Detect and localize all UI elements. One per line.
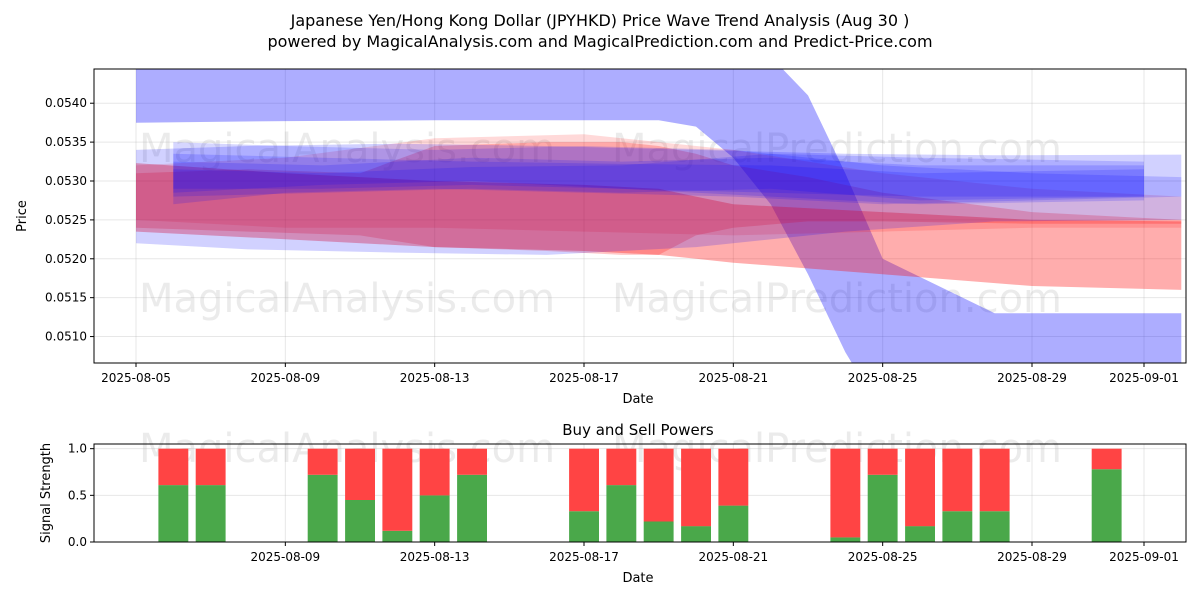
signal-chart-title: Buy and Sell Powers [562, 421, 714, 439]
signal-y-tick-label: 0.5 [68, 488, 87, 502]
buy-bar [867, 474, 898, 542]
wave-band-blue-1 [136, 69, 1182, 363]
price-bands [136, 69, 1182, 363]
signal-x-ticks: 2025-08-09 2025-08-13 2025-08-17 2025-08-21… [250, 542, 1179, 564]
signal-x-tick-label: 2025-09-01 [1109, 550, 1179, 564]
sell-bar [569, 448, 599, 512]
signal-x-tick-label: 2025-08-13 [400, 550, 470, 564]
sell-bar [382, 448, 413, 531]
sell-bar [643, 448, 674, 522]
chart-title-line1: Japanese Yen/Hong Kong Dollar (JPYHKD) P… [290, 11, 910, 30]
buy-bar [158, 485, 189, 542]
x-tick-label: 2025-08-09 [250, 371, 320, 385]
chart-title-line2: powered by MagicalAnalysis.com and Magic… [267, 32, 932, 51]
price-grid [94, 69, 1186, 363]
wave-band-red-2 [136, 163, 1182, 290]
signal-x-tick-label: 2025-08-21 [698, 550, 768, 564]
wave-band-blue-6 [173, 142, 1182, 205]
signal-y-tick-label: 1.0 [68, 442, 87, 456]
signal-x-label: Date [622, 571, 653, 586]
x-tick-label: 2025-08-05 [101, 371, 171, 385]
x-tick-label: 2025-08-25 [848, 371, 918, 385]
x-tick-label: 2025-08-21 [698, 371, 768, 385]
signal-y-ticks: 0.0 0.5 1.0 [68, 442, 94, 549]
price-x-label: Date [622, 392, 653, 407]
x-tick-label: 2025-08-13 [400, 371, 470, 385]
y-tick-label: 0.0530 [45, 174, 87, 188]
x-tick-label: 2025-09-01 [1109, 371, 1179, 385]
buy-bar [1091, 469, 1122, 542]
sell-bar [718, 448, 749, 506]
sell-bar [606, 448, 637, 486]
buy-bar [569, 511, 599, 542]
buy-bar [942, 511, 973, 542]
sell-bar [905, 448, 935, 527]
signal-axes-frame [93, 443, 1187, 543]
buy-bar [345, 500, 375, 542]
price-axes-frame [93, 68, 1187, 364]
signal-y-label: Signal Strength [39, 443, 54, 543]
buy-bar [195, 485, 226, 542]
price-y-ticks: 0.0510 0.0515 0.0520 0.0525 0.0530 0.0535 0.05… [45, 96, 94, 344]
sell-bar [1091, 448, 1122, 470]
buy-bar [830, 537, 861, 542]
sell-bar [867, 448, 898, 475]
wave-band-blue-8 [173, 157, 1145, 197]
y-tick-label: 0.0510 [45, 330, 87, 344]
signal-y-tick-label: 0.0 [68, 535, 87, 549]
sell-bar [419, 448, 450, 496]
buy-bar [979, 511, 1010, 542]
wave-band-blue-9 [173, 153, 1145, 201]
buy-bar [681, 526, 711, 542]
sell-bar [158, 448, 189, 486]
signal-bars [158, 448, 1122, 542]
signal-x-tick-label: 2025-08-29 [997, 550, 1067, 564]
sell-bar [307, 448, 338, 475]
price-x-ticks: 2025-08-05 2025-08-09 2025-08-13 2025-08-17… [101, 363, 1179, 385]
signal-x-tick-label: 2025-08-17 [549, 550, 619, 564]
wave-band-blue-7 [173, 153, 1145, 205]
wave-band-red-3 [136, 142, 1182, 255]
buy-bar [905, 526, 935, 542]
buy-bar [718, 505, 749, 542]
y-tick-label: 0.0525 [45, 213, 87, 227]
sell-bar [681, 448, 711, 527]
watermark-prediction-top: MagicalPrediction.com [612, 126, 1062, 172]
sell-bar [979, 448, 1010, 512]
watermark-analysis-top: MagicalAnalysis.com [139, 126, 555, 172]
signal-x-tick-label: 2025-08-09 [250, 550, 320, 564]
sell-bar [345, 448, 375, 500]
buy-bar [457, 474, 487, 542]
wave-band-red-4 [136, 134, 1182, 236]
x-tick-label: 2025-08-17 [549, 371, 619, 385]
sell-bar [942, 448, 973, 512]
buy-bar [606, 485, 637, 542]
x-tick-label: 2025-08-29 [997, 371, 1067, 385]
y-tick-label: 0.0540 [45, 96, 87, 110]
price-y-label: Price [15, 200, 30, 232]
wave-band-blue-5 [136, 143, 1182, 255]
y-tick-label: 0.0535 [45, 135, 87, 149]
sell-bar [830, 448, 861, 538]
buy-bar [382, 530, 413, 542]
watermark-analysis-mid: MagicalAnalysis.com [139, 276, 555, 322]
buy-bar [643, 521, 674, 542]
y-tick-label: 0.0515 [45, 291, 87, 305]
sell-bar [195, 448, 226, 486]
y-tick-label: 0.0520 [45, 252, 87, 266]
buy-bar [307, 474, 338, 542]
signal-x-tick-label: 2025-08-25 [848, 550, 918, 564]
buy-bar [419, 495, 450, 542]
watermark-prediction-mid: MagicalPrediction.com [612, 276, 1062, 322]
sell-bar [457, 448, 487, 475]
